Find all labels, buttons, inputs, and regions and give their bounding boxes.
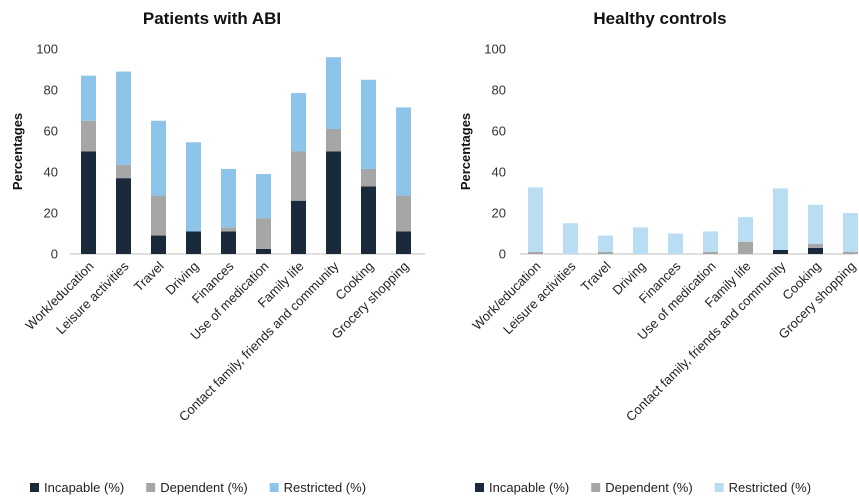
- bar-segment: [116, 178, 131, 254]
- bar-segment: [773, 188, 788, 250]
- bar-segment: [256, 248, 271, 254]
- y-tick-label: 0: [51, 247, 58, 262]
- bar-segment: [808, 204, 823, 244]
- legend-label: Incapable (%): [44, 480, 124, 495]
- bar-segment: [361, 79, 376, 169]
- bar-segment: [221, 168, 236, 228]
- bar-segment: [221, 231, 236, 254]
- y-tick-label: 40: [492, 165, 506, 180]
- bar-segment: [291, 200, 306, 254]
- bar-segment: [738, 217, 753, 242]
- bar-segment: [598, 251, 613, 254]
- bar-segment: [221, 227, 236, 232]
- legend-swatch: [30, 483, 39, 492]
- y-tick-label: 20: [44, 206, 58, 221]
- bar-segment: [151, 195, 166, 236]
- y-tick-label: 40: [44, 165, 58, 180]
- bar-segment: [186, 142, 201, 232]
- bar-segment: [256, 218, 271, 249]
- bar-segment: [291, 93, 306, 152]
- legend-label: Dependent (%): [160, 480, 247, 495]
- bar-segment: [563, 223, 578, 254]
- y-tick-label: 80: [492, 83, 506, 98]
- bar-segment: [81, 120, 96, 152]
- legend-swatch: [146, 483, 156, 492]
- bar-segment: [773, 249, 788, 254]
- bar-segment: [843, 251, 858, 254]
- y-tick-label: 80: [44, 83, 58, 98]
- y-tick-label: 100: [484, 42, 506, 57]
- legend-label: Incapable (%): [489, 480, 569, 495]
- y-tick-label: 100: [36, 42, 58, 57]
- chart-title: Patients with ABI: [143, 9, 281, 28]
- legend-swatch: [591, 483, 601, 492]
- chart-title: Healthy controls: [593, 9, 726, 28]
- bar-segment: [528, 187, 543, 252]
- legend-swatch: [269, 483, 279, 492]
- bar-segment: [396, 107, 411, 196]
- legend-label: Restricted (%): [729, 480, 811, 495]
- y-tick-label: 0: [499, 247, 506, 262]
- legend-label: Restricted (%): [284, 480, 366, 495]
- legend-swatch: [475, 483, 484, 492]
- bar-segment: [633, 227, 648, 254]
- bar-segment: [326, 128, 341, 152]
- legend-swatch: [714, 483, 724, 492]
- bar-segment: [703, 251, 718, 254]
- y-tick-label: 60: [492, 124, 506, 139]
- bar-segment: [703, 231, 718, 252]
- bar-segment: [81, 75, 96, 121]
- bar-segment: [738, 241, 753, 254]
- bar-segment: [843, 213, 858, 252]
- bar-segment: [528, 251, 543, 254]
- x-tick-label: Travel: [131, 258, 167, 294]
- bar-segment: [186, 231, 201, 254]
- y-tick-label: 60: [44, 124, 58, 139]
- bar-segment: [116, 164, 131, 179]
- x-tick-label: Travel: [578, 258, 614, 294]
- bar-segment: [326, 151, 341, 254]
- bar-segment: [151, 120, 166, 196]
- bar-segment: [808, 243, 823, 248]
- bar-segment: [808, 247, 823, 254]
- bar-segment: [116, 71, 131, 165]
- bar-segment: [81, 151, 96, 254]
- bar-segment: [326, 57, 341, 129]
- legend-label: Dependent (%): [605, 480, 692, 495]
- bar-segment: [151, 235, 166, 254]
- bar-segment: [598, 235, 613, 252]
- bar-segment: [256, 174, 271, 219]
- y-axis-label: Percentages: [458, 113, 473, 190]
- bar-segment: [361, 168, 376, 187]
- bar-segment: [668, 233, 683, 254]
- y-axis-label: Percentages: [10, 113, 25, 190]
- bar-segment: [396, 195, 411, 232]
- bar-segment: [291, 151, 306, 201]
- y-tick-label: 20: [492, 206, 506, 221]
- bar-segment: [396, 231, 411, 254]
- bar-segment: [361, 186, 376, 254]
